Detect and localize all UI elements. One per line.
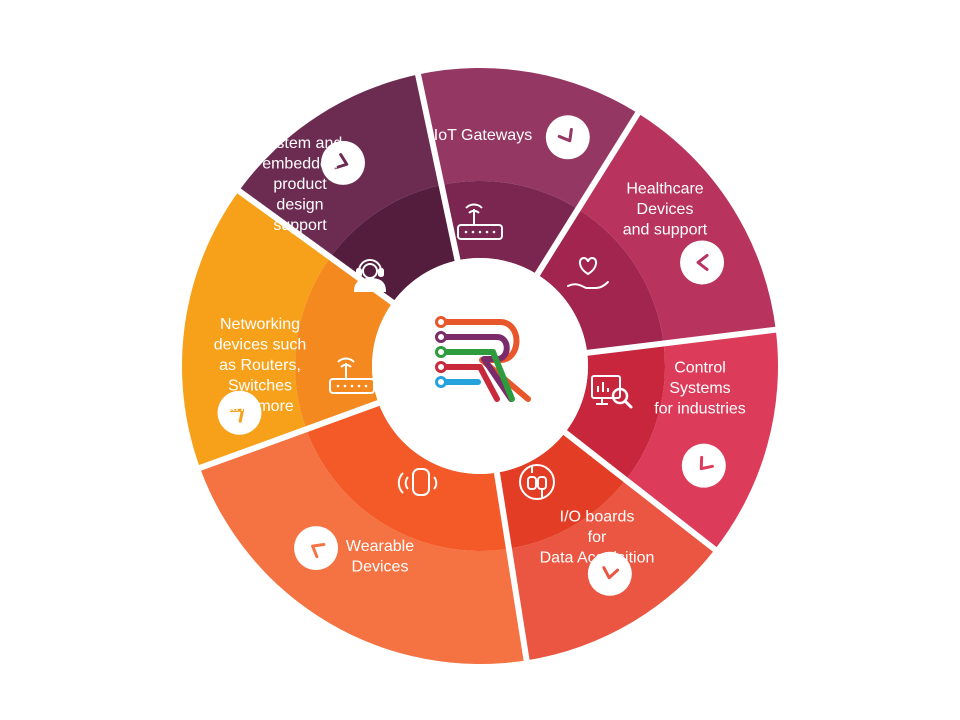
- label-line: as Routers,: [219, 357, 301, 374]
- segment-labels: IoT Gateways Healthcare Devices and support…: [214, 127, 746, 575]
- monitor-search-icon: [591, 375, 633, 409]
- segment-inner-healthcare: [330, 185, 458, 303]
- label-networking: Networking devices such as Routers, Switche…: [214, 316, 307, 415]
- label-wearable: Wearable Devices: [346, 538, 414, 576]
- connector-healthcare: [320, 140, 365, 185]
- label-line: Data Acquisition: [540, 550, 655, 567]
- segment-separator: [197, 399, 382, 472]
- logo-stripe-dot: [435, 346, 447, 358]
- connector-wearable: [681, 443, 726, 488]
- segment-separator: [533, 109, 642, 278]
- connector-iot-gateways: [217, 390, 262, 435]
- center-hub: [372, 258, 588, 474]
- logo-stripe: [438, 349, 515, 402]
- label-line: and support: [623, 222, 708, 239]
- label-line: for: [588, 529, 607, 546]
- label-line: Healthcare: [626, 181, 703, 198]
- label-line: devices such: [214, 337, 307, 354]
- label-line: Systems: [669, 380, 730, 397]
- label-io-boards: I/O boards for Data Acquisition: [540, 509, 655, 567]
- label-line: Devices: [352, 558, 409, 575]
- chip-icon: [519, 464, 555, 500]
- label-line: support: [273, 217, 327, 234]
- segment-separator: [561, 428, 719, 554]
- label-line: Devices: [637, 201, 694, 218]
- segment-io-boards: [578, 113, 776, 344]
- label-system-design: System and embedded product design support: [258, 135, 342, 234]
- segment-control-systems: [418, 68, 638, 210]
- label-iot-gateways: IoT Gateways: [434, 127, 532, 144]
- segment-separator: [414, 71, 461, 263]
- segment-wearable: [625, 329, 778, 550]
- segment-inner-wearable: [565, 343, 665, 480]
- segment-separator: [493, 470, 530, 663]
- connector-networking: [587, 551, 632, 596]
- connector-control-systems: [545, 115, 590, 160]
- segment-system-design: [199, 429, 527, 664]
- logo-stripe-dot: [435, 376, 447, 388]
- logo-stripe-dot: [435, 331, 447, 343]
- label-line: Control: [674, 360, 726, 377]
- label-line: Switches: [228, 378, 292, 395]
- connectors: [217, 115, 726, 596]
- segment-iot-gateways: [182, 190, 331, 468]
- heart-hand-icon: [567, 256, 609, 289]
- logo-stripe: [438, 364, 500, 402]
- label-line: design: [276, 197, 323, 214]
- label-healthcare: Healthcare Devices and support: [623, 181, 708, 239]
- connector-io-boards: [680, 240, 725, 285]
- chevron-icon: [699, 455, 714, 471]
- label-line: product: [273, 176, 327, 193]
- r-logo-icon: [435, 316, 531, 402]
- chevron-icon: [557, 127, 573, 143]
- label-line: IoT Gateways: [434, 127, 532, 144]
- label-line: I/O boards: [560, 509, 635, 526]
- label-line: System and: [258, 135, 342, 152]
- segment-inner-networking: [496, 432, 626, 549]
- chevron-icon: [311, 543, 326, 559]
- segment-inner-io-boards: [537, 209, 664, 353]
- logo-stripe-dot: [435, 316, 447, 328]
- headset-icon: [353, 259, 387, 292]
- router-icon: [457, 203, 503, 240]
- connector-system-design: [294, 526, 339, 571]
- label-control-systems: Control Systems for industries: [654, 360, 746, 418]
- chevron-icon: [229, 408, 245, 423]
- chevron-icon: [334, 153, 349, 170]
- segment-icons: [329, 203, 633, 500]
- label-line: for industries: [654, 401, 746, 418]
- label-line: embedded: [262, 156, 338, 173]
- chevron-icon: [696, 253, 709, 271]
- chevron-icon: [602, 566, 620, 580]
- watch-icon: [397, 468, 438, 496]
- segment-separator: [584, 326, 779, 357]
- logo-stripe-dot: [435, 361, 447, 373]
- label-line: and more: [226, 398, 294, 415]
- segment-inner-iot-gateways: [295, 257, 393, 430]
- label-line: Networking: [220, 316, 300, 333]
- label-line: Wearable: [346, 538, 414, 555]
